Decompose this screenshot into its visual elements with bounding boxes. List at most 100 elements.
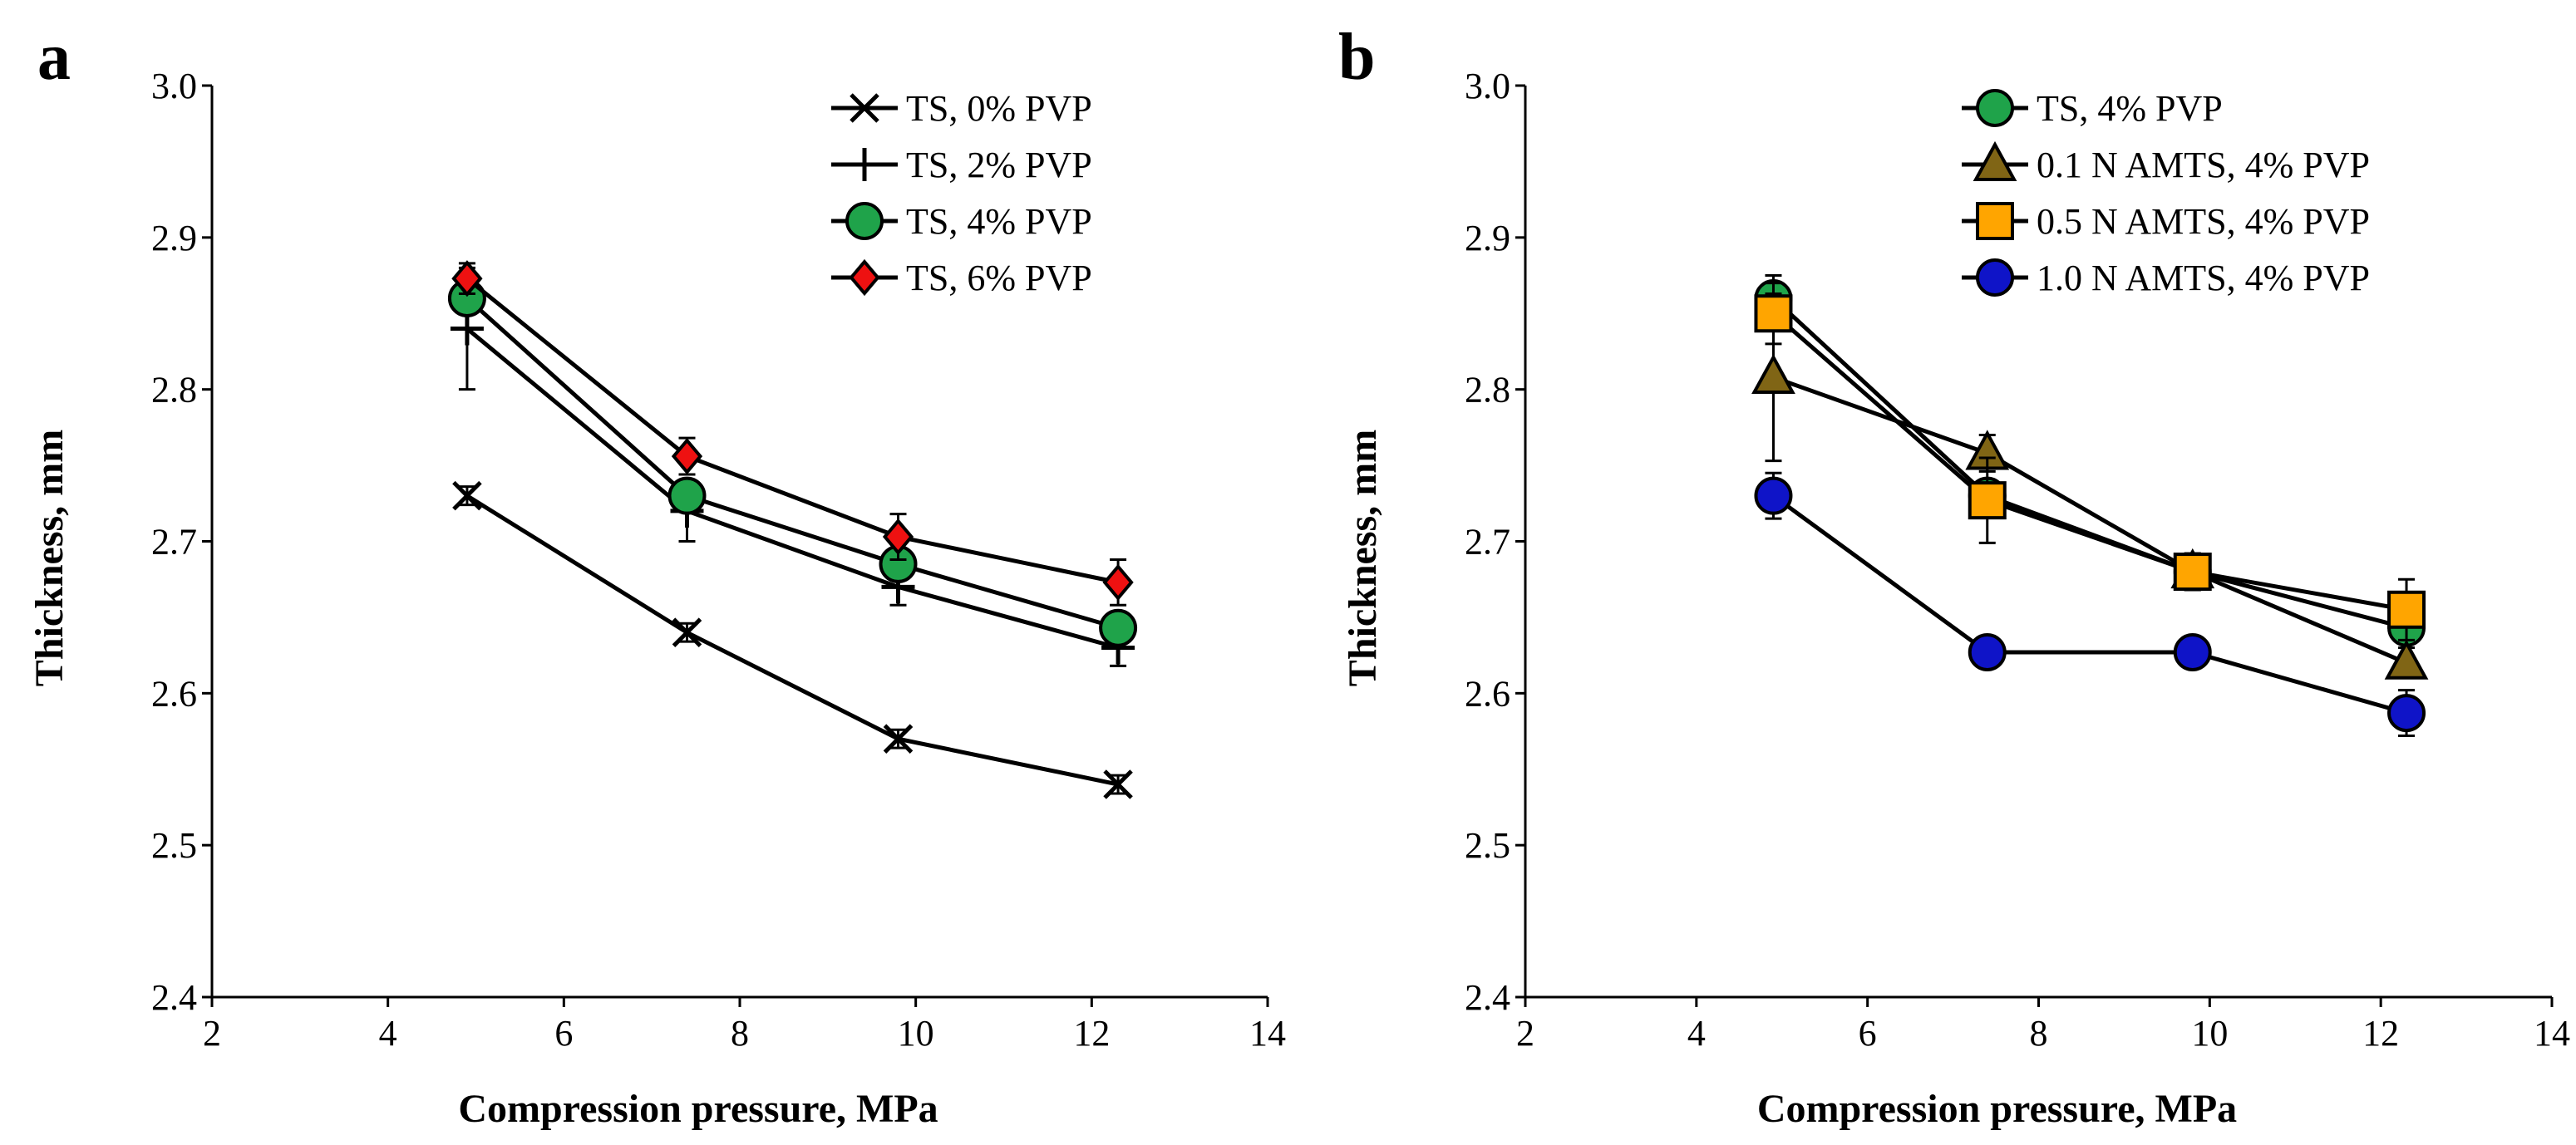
legend-item: TS, 0% PVP [831,88,1092,129]
y-tick-label: 2.6 [151,673,197,714]
x-tick-label: 10 [2191,1013,2228,1054]
y-tick-label: 2.9 [151,218,197,258]
series-line [465,327,1119,650]
legend: TS, 4% PVP 0.1 N AMTS, 4% PVP 0.5 N AMTS, … [1962,88,2370,298]
legend-marker [850,93,879,123]
data-point [1103,769,1133,799]
marker-stroke [883,724,914,754]
data-point [2173,553,2212,592]
legend-marker [849,258,880,297]
x-axis-title: Compression pressure, MPa [458,1087,938,1131]
chart-panel-a: a 2.4 2.5 2.6 2.7 2.8 2.9 3.0 2 4 6 8 10 12 14 Compress… [27,21,1286,1131]
y-axis-title: Thickness, mm [1341,430,1385,686]
y-tick-label: 2.5 [1465,825,1510,866]
marker-stroke [1103,769,1133,799]
series-2 [450,266,1135,667]
panel-label: a [37,21,71,94]
marker-stroke [452,480,482,511]
x-tick-label: 12 [2362,1013,2399,1054]
data-point [671,438,703,475]
series-line [465,297,1119,631]
legend-label: TS, 4% PVP [2037,88,2223,129]
series-4 [451,260,1134,607]
marker-stroke [850,93,879,123]
y-tick-label: 2.4 [151,977,197,1018]
data-point [667,476,707,515]
data-point [2387,590,2426,629]
legend: TS, 0% PVP TS, 2% PVP TS, 4% PVP TS, 6% PVP [831,88,1092,298]
y-tick-label: 2.6 [1465,673,1510,714]
x-tick-label: 12 [1073,1013,1110,1054]
data-point [1102,563,1134,601]
series-4 [1754,471,2426,738]
y-tick-label: 2.8 [1465,370,1510,410]
y-tick-label: 2.4 [1465,977,1510,1018]
legend-item: 1.0 N AMTS, 4% PVP [1962,258,2370,298]
data-point [1754,294,1793,333]
legend-label: TS, 6% PVP [906,258,1092,298]
legend-marker [848,148,881,181]
series-1 [1754,274,2426,647]
x-tick-label: 6 [1859,1013,1877,1054]
y-tick-label: 2.8 [151,370,197,410]
x-tick-label: 8 [2030,1013,2048,1054]
legend-marker [1976,89,2014,127]
data-point [2173,632,2212,671]
legend-item: TS, 6% PVP [831,258,1092,298]
y-tick-label: 2.5 [151,825,197,866]
data-point [2384,639,2429,680]
data-point [452,480,482,511]
legend-item: TS, 2% PVP [831,145,1092,185]
data-point [1751,353,1795,395]
legend-label: TS, 2% PVP [906,145,1092,185]
chart-panel-b: b 2.4 2.5 2.6 2.7 2.8 2.9 3.0 2 4 6 8 10 12 14 Compress… [1338,21,2570,1131]
data-point [1754,476,1793,515]
legend-label: TS, 0% PVP [906,88,1092,129]
series-3 [1754,282,2426,641]
data-point [1099,608,1138,647]
x-tick-label: 4 [1687,1013,1706,1054]
legend-marker [1973,140,2017,181]
series-line [1771,297,2407,631]
y-axis-title: Thickness, mm [27,430,71,686]
legend-label: 0.5 N AMTS, 4% PVP [2037,201,2370,242]
legend-item: TS, 4% PVP [831,201,1092,242]
data-point [450,312,484,346]
y-tick-label: 2.9 [1465,218,1510,258]
x-tick-label: 2 [1516,1013,1534,1054]
series-3 [447,278,1138,647]
legend-label: 0.1 N AMTS, 4% PVP [2037,145,2370,185]
y-tick-label: 2.7 [151,522,197,563]
x-tick-label: 14 [2534,1013,2570,1054]
data-point [883,724,914,754]
y-tick-label: 2.7 [1465,522,1510,563]
legend-item: 0.1 N AMTS, 4% PVP [1962,140,2370,185]
legend-marker [845,202,884,240]
legend-marker [1976,258,2014,297]
panel-label: b [1338,21,1376,94]
legend-item: TS, 4% PVP [1962,88,2223,129]
data-point [451,260,483,297]
legend-label: TS, 4% PVP [906,201,1092,242]
series-line [1772,375,2408,666]
x-tick-label: 6 [554,1013,573,1054]
legend-label: 1.0 N AMTS, 4% PVP [2037,258,2370,298]
series-line [465,494,1119,787]
legend-item: 0.5 N AMTS, 4% PVP [1962,201,2370,242]
y-tick-label: 3.0 [1465,66,1510,106]
x-tick-label: 4 [379,1013,397,1054]
x-tick-label: 14 [1249,1013,1286,1054]
legend-marker [1976,202,2014,240]
x-tick-label: 2 [203,1013,221,1054]
data-point [2387,694,2426,733]
x-tick-label: 8 [731,1013,749,1054]
series-line [1771,312,2407,612]
series-line [1771,494,2407,715]
marker-stroke [672,617,702,647]
series-2 [1751,292,2429,680]
data-point [1968,481,2007,520]
x-tick-label: 10 [898,1013,934,1054]
series-line [465,277,1119,585]
y-tick-label: 3.0 [151,66,197,106]
series-1 [452,480,1133,799]
